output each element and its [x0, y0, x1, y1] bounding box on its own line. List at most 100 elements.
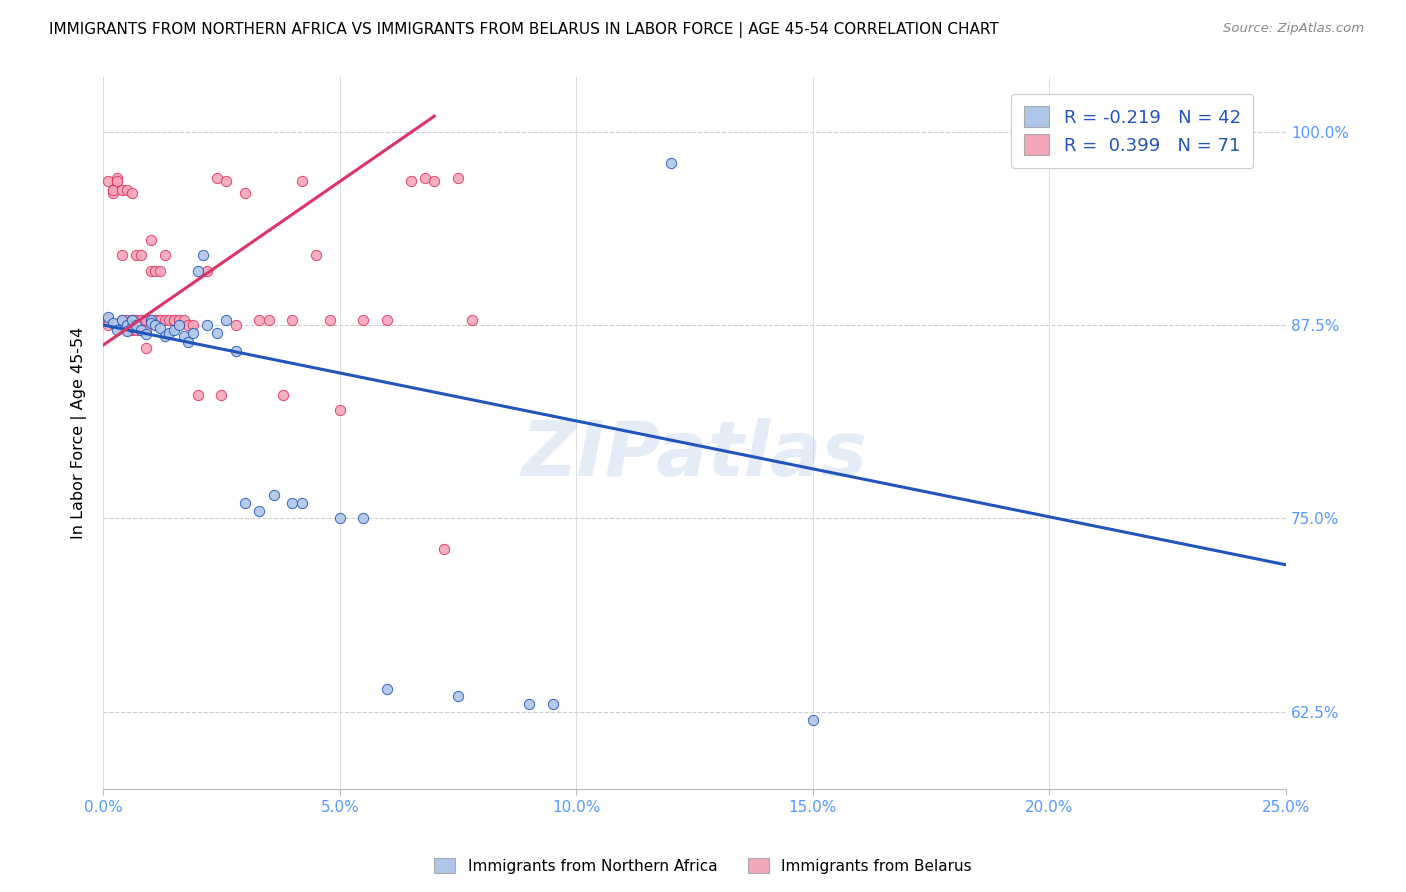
- Point: [97, 318, 120, 332]
- Point: [205, 171, 228, 186]
- Point: [291, 496, 314, 510]
- Point: [149, 321, 172, 335]
- Point: [517, 697, 540, 711]
- Point: [115, 318, 138, 332]
- Point: [163, 313, 186, 327]
- Point: [125, 313, 148, 327]
- Point: [187, 264, 209, 278]
- Point: [187, 387, 209, 401]
- Point: [111, 183, 134, 197]
- Point: [135, 341, 157, 355]
- Point: [461, 313, 484, 327]
- Point: [121, 313, 143, 327]
- Point: [195, 264, 218, 278]
- Point: [375, 681, 398, 696]
- Point: [177, 318, 200, 332]
- Point: [159, 326, 181, 340]
- Point: [257, 313, 280, 327]
- Point: [291, 174, 314, 188]
- Point: [129, 317, 152, 331]
- Point: [225, 344, 247, 359]
- Point: [125, 323, 148, 337]
- Point: [195, 318, 218, 332]
- Point: [1038, 125, 1060, 139]
- Point: [149, 264, 172, 278]
- Point: [101, 183, 124, 197]
- Point: [352, 511, 374, 525]
- Point: [173, 328, 195, 343]
- Point: [215, 313, 238, 327]
- Point: [143, 264, 166, 278]
- Point: [263, 488, 285, 502]
- Point: [271, 387, 294, 401]
- Point: [143, 318, 166, 332]
- Point: [247, 503, 270, 517]
- Point: [167, 318, 190, 332]
- Point: [225, 318, 247, 332]
- Point: [329, 511, 352, 525]
- Point: [447, 690, 470, 704]
- Point: [129, 313, 152, 327]
- Point: [107, 171, 129, 186]
- Point: [97, 313, 120, 327]
- Point: [163, 313, 186, 327]
- Point: [121, 313, 143, 327]
- Point: [319, 313, 342, 327]
- Point: [121, 319, 143, 334]
- Point: [107, 323, 129, 337]
- Legend: Immigrants from Northern Africa, Immigrants from Belarus: Immigrants from Northern Africa, Immigra…: [427, 852, 979, 880]
- Point: [129, 323, 152, 337]
- Point: [181, 318, 204, 332]
- Point: [125, 318, 148, 332]
- Point: [153, 328, 176, 343]
- Point: [115, 313, 138, 327]
- Point: [125, 313, 148, 327]
- Point: [281, 496, 304, 510]
- Point: [125, 248, 148, 262]
- Y-axis label: In Labor Force | Age 45-54: In Labor Force | Age 45-54: [72, 327, 87, 540]
- Point: [139, 317, 162, 331]
- Point: [115, 317, 138, 331]
- Point: [121, 313, 143, 327]
- Point: [181, 326, 204, 340]
- Point: [97, 310, 120, 325]
- Point: [233, 186, 256, 201]
- Point: [153, 313, 176, 327]
- Point: [173, 313, 195, 327]
- Point: [159, 313, 181, 327]
- Point: [413, 171, 436, 186]
- Point: [149, 313, 172, 327]
- Point: [107, 174, 129, 188]
- Point: [352, 313, 374, 327]
- Point: [101, 317, 124, 331]
- Text: ZIPatlas: ZIPatlas: [522, 417, 868, 491]
- Legend: R = -0.219   N = 42, R =  0.399   N = 71: R = -0.219 N = 42, R = 0.399 N = 71: [1011, 94, 1253, 168]
- Point: [115, 183, 138, 197]
- Point: [541, 697, 564, 711]
- Point: [153, 248, 176, 262]
- Point: [149, 313, 172, 327]
- Point: [115, 324, 138, 338]
- Point: [659, 155, 682, 169]
- Point: [433, 542, 456, 557]
- Point: [111, 313, 134, 327]
- Point: [447, 171, 470, 186]
- Point: [135, 323, 157, 337]
- Text: Source: ZipAtlas.com: Source: ZipAtlas.com: [1223, 22, 1364, 36]
- Point: [191, 248, 214, 262]
- Point: [375, 313, 398, 327]
- Point: [205, 326, 228, 340]
- Point: [329, 403, 352, 417]
- Point: [97, 174, 120, 188]
- Point: [423, 174, 446, 188]
- Point: [215, 174, 238, 188]
- Point: [135, 327, 157, 342]
- Point: [143, 313, 166, 327]
- Point: [139, 233, 162, 247]
- Point: [101, 183, 124, 197]
- Point: [107, 174, 129, 188]
- Text: IMMIGRANTS FROM NORTHERN AFRICA VS IMMIGRANTS FROM BELARUS IN LABOR FORCE | AGE : IMMIGRANTS FROM NORTHERN AFRICA VS IMMIG…: [49, 22, 998, 38]
- Point: [281, 313, 304, 327]
- Point: [399, 174, 422, 188]
- Point: [211, 387, 233, 401]
